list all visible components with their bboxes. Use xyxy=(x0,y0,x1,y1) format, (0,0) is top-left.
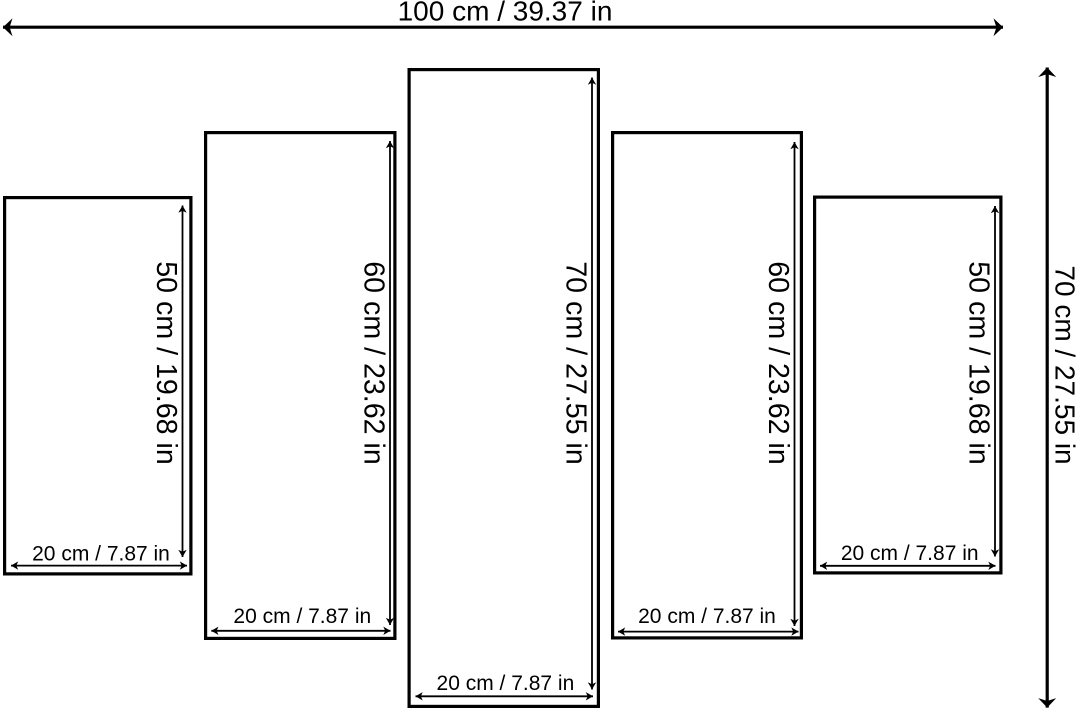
svg-text:20 cm / 7.87 in: 20 cm / 7.87 in xyxy=(437,672,575,695)
svg-text:60 cm / 23.62 in: 60 cm / 23.62 in xyxy=(762,261,794,464)
svg-text:70 cm / 27.55 in: 70 cm / 27.55 in xyxy=(1050,265,1080,464)
svg-text:20 cm / 7.87 in: 20 cm / 7.87 in xyxy=(233,605,371,628)
svg-text:100 cm / 39.37 in: 100 cm / 39.37 in xyxy=(398,0,613,27)
svg-text:20 cm / 7.87 in: 20 cm / 7.87 in xyxy=(841,542,979,565)
svg-text:20 cm / 7.87 in: 20 cm / 7.87 in xyxy=(638,605,776,628)
svg-text:50 cm / 19.68 in: 50 cm / 19.68 in xyxy=(963,261,995,464)
svg-text:70 cm / 27.55 in: 70 cm / 27.55 in xyxy=(560,261,592,464)
svg-text:60 cm / 23.62 in: 60 cm / 23.62 in xyxy=(358,261,390,464)
svg-text:50 cm / 19.68 in: 50 cm / 19.68 in xyxy=(150,261,182,464)
svg-text:20 cm / 7.87 in: 20 cm / 7.87 in xyxy=(32,543,170,566)
